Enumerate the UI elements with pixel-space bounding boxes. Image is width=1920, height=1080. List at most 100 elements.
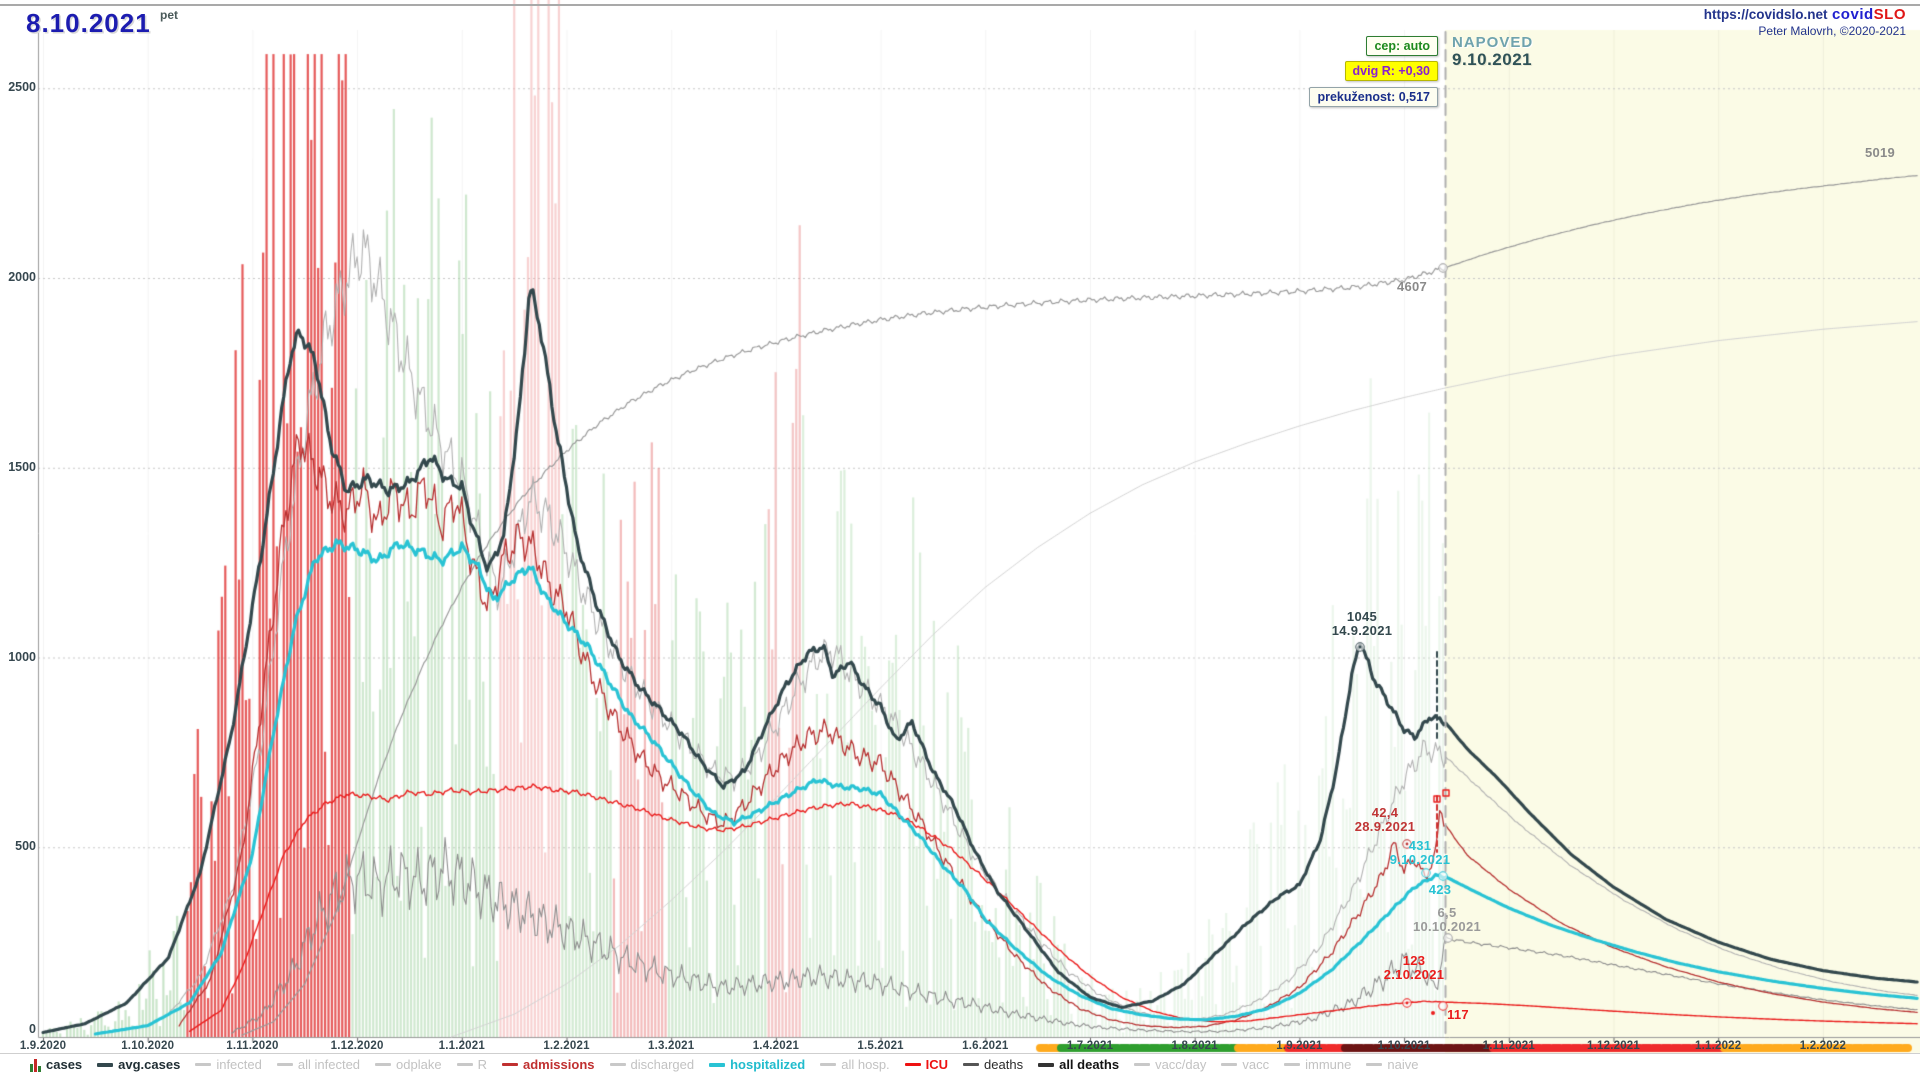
- x-tick-label: 1.6.2021: [962, 1040, 1009, 1052]
- x-tick-label: 1.3.2021: [648, 1040, 695, 1052]
- legend-label: all deaths: [1059, 1057, 1120, 1072]
- cep-control[interactable]: cep: auto: [1366, 36, 1438, 56]
- legend-label: hospitalized: [730, 1057, 806, 1072]
- legend-label: odplake: [396, 1057, 442, 1072]
- x-tick-label: 1.5.2021: [857, 1040, 904, 1052]
- series-legend: cases avg.cases infected all infected odplak…: [30, 1057, 1910, 1072]
- legend-label: avg.cases: [118, 1057, 181, 1072]
- x-tick-label: 1.9.2021: [1276, 1040, 1323, 1052]
- brand-covid: covid: [1831, 6, 1874, 23]
- callout-hospitalized-forecast: 423: [1428, 882, 1452, 897]
- x-tick-label: 1.1.2021: [438, 1040, 485, 1052]
- y-tick-label: 2500: [8, 80, 36, 95]
- y-tick-label: 500: [15, 839, 36, 854]
- legend-label: all hosp.: [841, 1057, 890, 1072]
- legend-item-naive[interactable]: naive: [1366, 1057, 1418, 1072]
- series-line-icon: [1038, 1062, 1055, 1067]
- y-tick-label: 1000: [8, 649, 36, 664]
- series-line-icon: [97, 1062, 114, 1067]
- legend-label: cases: [46, 1057, 83, 1072]
- legend-item-avg-cases[interactable]: avg.cases: [97, 1057, 180, 1072]
- callout-all-deaths-current: 4607: [1396, 279, 1428, 294]
- series-line-icon: [709, 1062, 726, 1067]
- legend-label: naive: [1387, 1057, 1419, 1072]
- series-line-icon: [820, 1063, 837, 1066]
- brand-slo: SLO: [1873, 6, 1906, 23]
- legend-item-deaths[interactable]: deaths: [963, 1057, 1023, 1072]
- dvig-r-control[interactable]: dvig R: +0,30: [1344, 61, 1438, 81]
- top-border: [0, 4, 1920, 6]
- legend-label: ICU: [925, 1057, 949, 1072]
- forecast-date: 9.10.2021: [1452, 50, 1533, 69]
- legend-item-all-deaths[interactable]: all deaths: [1038, 1057, 1119, 1072]
- callout-deaths-avg: 6,5 10.10.2021: [1412, 905, 1482, 934]
- x-tick-label: 1.10.2020: [121, 1040, 175, 1052]
- legend-item-discharged[interactable]: discharged: [609, 1057, 695, 1072]
- callout-icu-peak: 123 2.10.2021: [1383, 953, 1445, 982]
- x-tick-label: 1.9.2020: [19, 1040, 67, 1052]
- x-tick-label: 1.2.2021: [543, 1040, 590, 1052]
- legend-label: R: [477, 1057, 487, 1072]
- x-tick-label: 1.8.2021: [1171, 1040, 1218, 1052]
- legend-item-vacc[interactable]: vacc: [1221, 1057, 1269, 1072]
- y-tick-label: 1500: [8, 459, 36, 474]
- series-line-icon: [501, 1063, 518, 1066]
- series-line-icon: [375, 1063, 392, 1066]
- legend-item-icu[interactable]: ICU: [904, 1057, 949, 1072]
- legend-separator: [0, 1053, 1920, 1054]
- legend-label: vacc/day: [1155, 1057, 1207, 1072]
- series-line-icon: [1366, 1063, 1383, 1066]
- legend-label: discharged: [630, 1057, 695, 1072]
- legend-item-odplake[interactable]: odplake: [375, 1057, 442, 1072]
- legend-item-r[interactable]: R: [456, 1057, 487, 1072]
- y-tick-zero: 0: [29, 1022, 36, 1036]
- x-tick-label: 1.12.2021: [1587, 1040, 1640, 1052]
- callout-icu-forecast: 117: [1447, 1007, 1469, 1022]
- author-copyright: Peter Malovrh, ©2020-2021: [1758, 24, 1906, 38]
- current-weekday: pet: [160, 8, 178, 22]
- series-line-icon: [609, 1063, 626, 1066]
- x-tick-label: 1.2.2022: [1799, 1040, 1847, 1052]
- x-tick-label: 1.11.2020: [226, 1040, 279, 1052]
- legend-item-immune[interactable]: immune: [1284, 1057, 1351, 1072]
- callout-all-deaths-forecast: 5019: [1864, 145, 1896, 160]
- current-date: 8.10.2021: [26, 8, 151, 38]
- series-line-icon: [963, 1063, 980, 1066]
- prekuzenost-control[interactable]: prekuženost: 0,517: [1309, 87, 1438, 107]
- series-line-icon: [276, 1063, 293, 1066]
- legend-item-infected[interactable]: infected: [195, 1057, 262, 1072]
- callout-avg-cases-peak: 1045 14.9.2021: [1331, 609, 1393, 638]
- x-tick-label: 1.4.2021: [752, 1040, 800, 1052]
- site-url-link[interactable]: https://covidslo.net: [1703, 7, 1828, 22]
- legend-item-admissions[interactable]: admissions: [501, 1057, 595, 1072]
- series-line-icon: [195, 1063, 212, 1066]
- x-tick-label: 1.11.2021: [1482, 1040, 1535, 1052]
- legend-label: vacc: [1242, 1057, 1270, 1072]
- legend-label: deaths: [984, 1057, 1024, 1072]
- series-line-icon: [456, 1063, 473, 1066]
- series-line-icon: [1284, 1063, 1301, 1066]
- x-tick-label: 1.7.2021: [1066, 1040, 1114, 1052]
- legend-item-all-hosp-[interactable]: all hosp.: [820, 1057, 890, 1072]
- x-tick-label: 1.12.2020: [330, 1040, 384, 1052]
- legend-label: admissions: [522, 1057, 595, 1072]
- legend-label: infected: [216, 1057, 262, 1072]
- callout-admissions-peak: 42,4 28.9.2021: [1354, 805, 1416, 834]
- legend-label: all infected: [297, 1057, 361, 1072]
- y-tick-label: 2000: [8, 270, 36, 284]
- series-line-icon: [1134, 1063, 1151, 1066]
- forecast-label: NAPOVED: [1452, 34, 1534, 51]
- callout-hospitalized-current: 431 9.10.2021: [1389, 838, 1451, 867]
- legend-item-all-infected[interactable]: all infected: [276, 1057, 361, 1072]
- x-tick-label: 1.1.2022: [1695, 1040, 1742, 1052]
- series-line-icon: [904, 1063, 921, 1066]
- x-tick-label: 1.10.2021: [1377, 1040, 1431, 1052]
- series-line-icon: [1221, 1063, 1238, 1066]
- legend-label: immune: [1305, 1057, 1352, 1072]
- cases-bars-icon: [30, 1058, 41, 1072]
- legend-item-hospitalized[interactable]: hospitalized: [709, 1057, 805, 1072]
- legend-item-vacc-day[interactable]: vacc/day: [1134, 1057, 1206, 1072]
- legend-item-cases[interactable]: cases: [30, 1057, 82, 1072]
